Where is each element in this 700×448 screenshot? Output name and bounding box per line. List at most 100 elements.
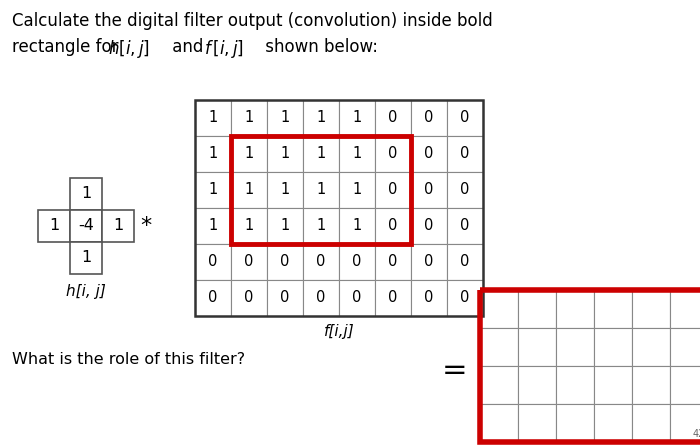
Bar xyxy=(594,404,632,442)
Text: f[i,j]: f[i,j] xyxy=(323,324,354,339)
Bar xyxy=(339,208,375,244)
Text: 1: 1 xyxy=(352,219,362,233)
Bar xyxy=(339,280,375,316)
Text: 0: 0 xyxy=(424,290,434,306)
Text: 0: 0 xyxy=(461,219,470,233)
Text: -4: -4 xyxy=(78,219,94,233)
Text: 0: 0 xyxy=(461,254,470,270)
Text: 0: 0 xyxy=(280,254,290,270)
Text: 1: 1 xyxy=(352,146,362,161)
Text: rectangle for: rectangle for xyxy=(12,38,124,56)
Bar xyxy=(447,208,483,244)
Bar xyxy=(303,136,339,172)
Text: $f\,[i,j]$: $f\,[i,j]$ xyxy=(204,38,244,60)
Bar xyxy=(594,290,632,328)
Bar xyxy=(375,280,411,316)
Bar xyxy=(195,172,231,208)
Bar xyxy=(670,328,700,366)
Text: 1: 1 xyxy=(352,182,362,198)
Bar xyxy=(303,244,339,280)
Bar xyxy=(480,366,518,404)
Bar xyxy=(70,210,102,242)
Bar xyxy=(70,242,102,274)
Text: 0: 0 xyxy=(389,111,398,125)
Text: 0: 0 xyxy=(280,290,290,306)
Text: 0: 0 xyxy=(424,254,434,270)
Bar xyxy=(411,136,447,172)
Bar xyxy=(411,280,447,316)
Bar xyxy=(303,280,339,316)
Text: 0: 0 xyxy=(424,111,434,125)
Bar xyxy=(267,280,303,316)
Text: 0: 0 xyxy=(316,254,326,270)
Bar xyxy=(480,404,518,442)
Bar xyxy=(195,100,231,136)
Text: $h[i,j]$: $h[i,j]$ xyxy=(108,38,150,60)
Bar xyxy=(267,208,303,244)
Bar xyxy=(195,100,483,316)
Bar xyxy=(480,328,518,366)
Bar xyxy=(267,172,303,208)
Bar xyxy=(594,328,632,366)
Bar xyxy=(480,290,700,442)
Text: 1: 1 xyxy=(316,111,326,125)
Text: 0: 0 xyxy=(244,290,253,306)
Bar xyxy=(518,328,556,366)
Bar xyxy=(375,208,411,244)
Text: 0: 0 xyxy=(461,146,470,161)
Text: 1: 1 xyxy=(209,182,218,198)
Text: 0: 0 xyxy=(424,146,434,161)
Bar xyxy=(195,280,231,316)
Bar xyxy=(632,328,670,366)
Text: 0: 0 xyxy=(389,290,398,306)
Bar xyxy=(375,100,411,136)
Text: h[i, j]: h[i, j] xyxy=(66,284,106,299)
Bar xyxy=(670,404,700,442)
Bar xyxy=(267,100,303,136)
Bar xyxy=(375,172,411,208)
Text: 0: 0 xyxy=(424,182,434,198)
Text: 1: 1 xyxy=(281,146,290,161)
Bar xyxy=(339,244,375,280)
Bar xyxy=(195,208,231,244)
Text: Calculate the digital filter output (convolution) inside bold: Calculate the digital filter output (con… xyxy=(12,12,493,30)
Bar xyxy=(670,290,700,328)
Bar xyxy=(411,100,447,136)
Bar xyxy=(447,172,483,208)
Text: 0: 0 xyxy=(389,254,398,270)
Bar xyxy=(267,244,303,280)
Text: 1: 1 xyxy=(113,219,123,233)
Text: 1: 1 xyxy=(209,111,218,125)
Bar xyxy=(231,208,267,244)
Text: 1: 1 xyxy=(244,146,253,161)
Text: 1: 1 xyxy=(281,111,290,125)
Bar xyxy=(339,136,375,172)
Bar xyxy=(303,100,339,136)
Text: 1: 1 xyxy=(49,219,59,233)
Bar xyxy=(339,172,375,208)
Bar xyxy=(70,178,102,210)
Bar xyxy=(231,136,267,172)
Bar xyxy=(518,290,556,328)
Text: 1: 1 xyxy=(316,182,326,198)
Bar xyxy=(231,172,267,208)
Bar xyxy=(447,136,483,172)
Text: and: and xyxy=(167,38,209,56)
Bar xyxy=(447,280,483,316)
Bar xyxy=(594,366,632,404)
Bar xyxy=(447,100,483,136)
Bar xyxy=(632,366,670,404)
Bar xyxy=(231,100,267,136)
Bar xyxy=(480,290,518,328)
Text: What is the role of this filter?: What is the role of this filter? xyxy=(12,353,245,367)
Bar xyxy=(518,404,556,442)
Bar xyxy=(231,244,267,280)
Bar xyxy=(303,172,339,208)
Bar xyxy=(556,404,594,442)
Bar xyxy=(556,290,594,328)
Text: *: * xyxy=(141,216,152,236)
Bar xyxy=(411,208,447,244)
Text: 0: 0 xyxy=(209,254,218,270)
Text: shown below:: shown below: xyxy=(260,38,378,56)
Text: 42: 42 xyxy=(692,429,700,439)
